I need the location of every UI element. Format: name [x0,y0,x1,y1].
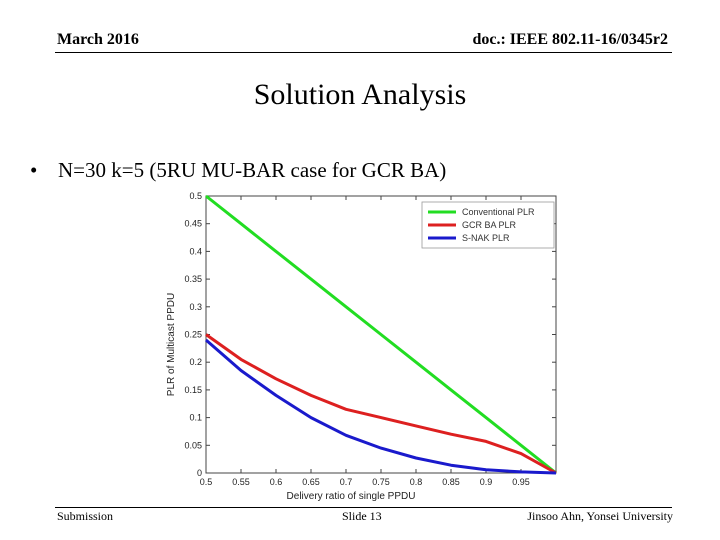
series-line-2 [205,333,557,475]
y-tick-label: 0 [197,468,202,478]
header-divider [55,52,672,53]
footer-submission: Submission [57,509,114,523]
y-tick-label: 0.2 [189,357,202,367]
legend-label: Conventional PLR [462,207,535,217]
x-tick-label: 0.6 [270,477,283,487]
footer-slide-number: Slide 13 [342,509,382,523]
slide-title: Solution Analysis [253,78,467,111]
x-axis-label: Delivery ratio of single PPDU [287,491,416,502]
y-tick-label: 0.3 [189,302,202,312]
footer-divider [55,507,672,508]
bullet-text: N=30 k=5 (5RU MU-BAR case for GCR BA) [58,158,447,182]
x-tick-label: 0.5 [200,477,213,487]
x-tick-label: 0.75 [372,477,390,487]
bullet-item: • N=30 k=5 (5RU MU-BAR case for GCR BA) [30,158,446,183]
x-tick-label: 0.85 [442,477,460,487]
y-tick-label: 0.45 [184,219,202,229]
plr-line-chart: 0 0.05 0.1 0.15 0.2 0.25 0.3 0.35 0.4 0.45 0.5 0.5 0… [160,190,560,502]
y-tick-label: 0.15 [184,385,202,395]
header-date: March 2016 [57,31,139,48]
x-tick-label: 0.9 [480,477,493,487]
x-tick-label: 0.65 [302,477,320,487]
y-tick-label: 0.5 [189,191,202,201]
bullet-symbol: • [30,158,38,182]
x-tick-label: 0.95 [512,477,530,487]
y-axis-label: PLR of Multicast PPDU [166,293,177,396]
series-line-1 [205,194,557,475]
y-tick-label: 0.25 [184,330,202,340]
legend-label: GCR BA PLR [462,220,517,230]
x-tick-label: 0.55 [232,477,250,487]
y-tick-label: 0.05 [184,440,202,450]
series-line-3 [205,338,557,475]
header-doc-id: doc.: IEEE 802.11-16/0345r2 [472,31,668,48]
legend-label: S-NAK PLR [462,233,510,243]
y-tick-label: 0.35 [184,274,202,284]
footer-author: Jinsoo Ahn, Yonsei University [527,509,673,523]
x-tick-label: 0.8 [410,477,423,487]
x-tick-label: 0.7 [340,477,353,487]
y-tick-label: 0.4 [189,246,202,256]
y-tick-label: 0.1 [189,413,202,423]
